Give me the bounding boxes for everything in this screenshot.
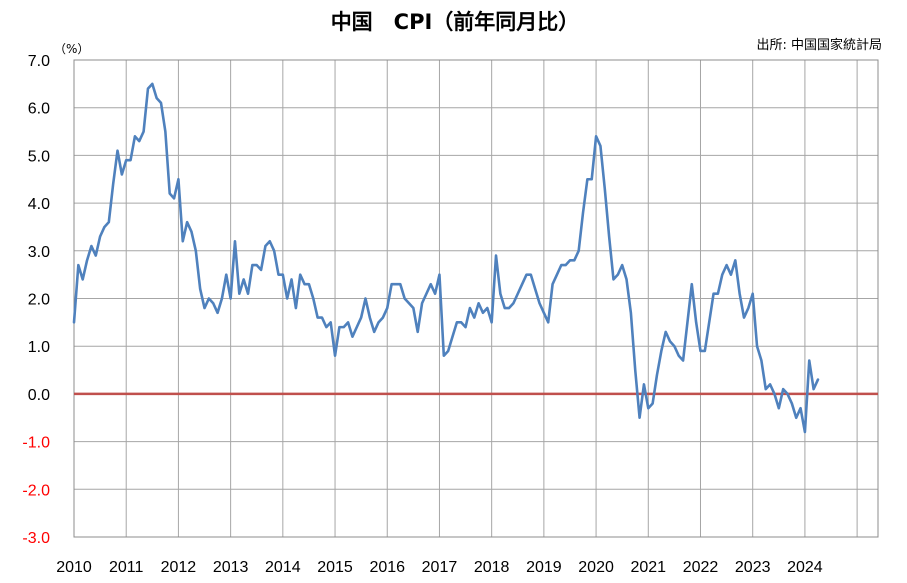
x-tick-labels: 2010 2011 2012 2013 2014 2015 2016 2017 2018 2019… <box>56 559 823 576</box>
x-tick-label: 2019 <box>526 559 562 576</box>
y-tick-label: 3.0 <box>28 244 50 261</box>
x-tick-label: 2011 <box>109 559 144 576</box>
x-tick-label: 2024 <box>787 559 823 576</box>
chart-title: 中国 CPI（前年同月比） <box>331 10 580 34</box>
y-tick-label: 2.0 <box>28 292 50 309</box>
y-tick-label: 0.0 <box>28 387 50 404</box>
y-tick-labels: 7.0 6.0 5.0 4.0 3.0 2.0 1.0 0.0 -1.0 -2.0 -3.0 <box>22 53 50 547</box>
chart-source: 出所: 中国国家統計局 <box>756 37 882 53</box>
x-tick-label: 2012 <box>161 559 197 576</box>
y-tick-label: 1.0 <box>28 339 50 356</box>
series-line-cpi <box>72 82 820 434</box>
x-tick-label: 2021 <box>630 559 666 576</box>
plot-frame <box>73 59 879 538</box>
y-tick-label: 4.0 <box>28 196 50 213</box>
y-tick-label: 7.0 <box>28 53 50 70</box>
y-tick-label: 5.0 <box>28 148 50 165</box>
y-axis-unit: （%） <box>54 42 89 56</box>
x-tick-label: 2016 <box>369 559 405 576</box>
x-tick-label: 2018 <box>474 559 510 576</box>
x-tick-label: 2015 <box>317 559 353 576</box>
x-tick-label: 2013 <box>213 559 249 576</box>
x-tick-label: 2017 <box>422 559 458 576</box>
x-tick-label: 2022 <box>683 559 719 576</box>
x-tick-label: 2010 <box>56 559 92 576</box>
x-tick-label: 2014 <box>265 559 301 576</box>
y-tick-label: -2.0 <box>22 482 50 499</box>
y-tick-label: 6.0 <box>28 101 50 118</box>
y-tick-label: -1.0 <box>22 435 50 452</box>
grid-lines <box>74 59 878 538</box>
x-tick-label: 2020 <box>578 559 614 576</box>
y-tick-label: -3.0 <box>22 530 50 547</box>
x-tick-label: 2023 <box>735 559 771 576</box>
